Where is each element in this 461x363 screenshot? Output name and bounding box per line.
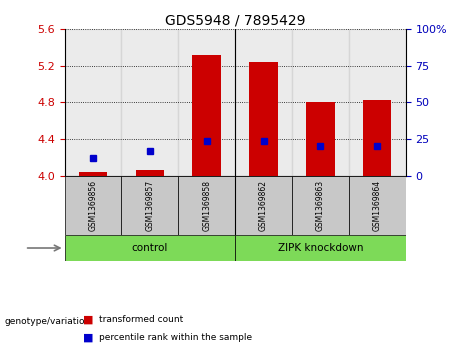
Bar bbox=[121, 29, 178, 176]
Bar bbox=[136, 170, 164, 176]
Title: GDS5948 / 7895429: GDS5948 / 7895429 bbox=[165, 14, 305, 28]
Bar bbox=[65, 29, 121, 176]
Bar bbox=[363, 100, 391, 176]
Bar bbox=[235, 29, 292, 176]
Bar bbox=[292, 176, 349, 234]
Bar bbox=[178, 176, 235, 234]
Bar bbox=[235, 176, 292, 234]
Bar bbox=[235, 234, 406, 261]
Bar bbox=[306, 102, 335, 176]
Text: percentile rank within the sample: percentile rank within the sample bbox=[99, 333, 252, 342]
Bar bbox=[349, 176, 406, 234]
Bar bbox=[249, 62, 278, 176]
Bar bbox=[65, 176, 121, 234]
Text: genotype/variation: genotype/variation bbox=[5, 317, 91, 326]
Text: GSM1369858: GSM1369858 bbox=[202, 180, 211, 231]
Bar bbox=[65, 234, 235, 261]
Bar bbox=[292, 29, 349, 176]
Bar bbox=[79, 172, 107, 176]
Text: control: control bbox=[132, 243, 168, 253]
Text: transformed count: transformed count bbox=[99, 315, 183, 324]
Text: GSM1369857: GSM1369857 bbox=[145, 180, 154, 231]
Text: ■: ■ bbox=[83, 314, 94, 325]
Bar bbox=[349, 29, 406, 176]
Text: GSM1369864: GSM1369864 bbox=[373, 180, 382, 231]
Bar bbox=[193, 55, 221, 176]
Text: GSM1369862: GSM1369862 bbox=[259, 180, 268, 231]
Text: ZIPK knockdown: ZIPK knockdown bbox=[278, 243, 363, 253]
Text: GSM1369863: GSM1369863 bbox=[316, 180, 325, 231]
Bar bbox=[178, 29, 235, 176]
Bar bbox=[121, 176, 178, 234]
Text: GSM1369856: GSM1369856 bbox=[89, 180, 97, 231]
Text: ■: ■ bbox=[83, 333, 94, 343]
